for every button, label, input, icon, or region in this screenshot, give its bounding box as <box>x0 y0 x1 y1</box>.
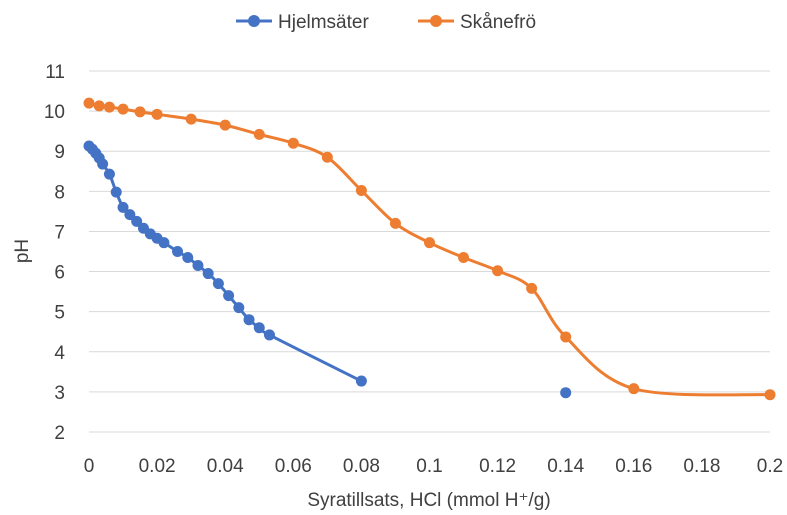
y-tick-label: 7 <box>54 222 65 243</box>
data-point-skanefro <box>185 113 197 125</box>
x-tick-label: 0.02 <box>139 456 176 477</box>
data-point-hjelmsater <box>202 268 214 280</box>
data-point-skanefro <box>492 265 504 277</box>
y-tick-label: 10 <box>44 102 65 123</box>
legend-item-skanefro: Skånefrö <box>418 12 536 33</box>
data-point-skanefro <box>321 151 333 163</box>
data-point-skanefro <box>93 100 105 112</box>
data-point-skanefro <box>526 282 538 294</box>
legend-label-hjelmsater: Hjelmsäter <box>278 12 369 33</box>
data-point-skanefro <box>287 137 299 149</box>
data-point-hjelmsater <box>103 168 115 180</box>
y-axis-title: pH <box>12 239 33 263</box>
y-tick-label: 8 <box>54 182 65 203</box>
data-point-skanefro <box>355 185 367 197</box>
data-point-skanefro <box>103 101 115 113</box>
x-tick-label: 0.18 <box>683 456 720 477</box>
data-point-hjelmsater <box>355 375 367 387</box>
data-point-hjelmsater <box>131 215 143 227</box>
data-point-skanefro <box>424 237 435 249</box>
data-point-skanefro <box>219 119 231 131</box>
data-point-skanefro <box>764 389 776 401</box>
data-point-hjelmsater <box>158 237 170 249</box>
x-tick-label: 0.08 <box>343 456 380 477</box>
x-tick-label: 0.2 <box>757 456 783 477</box>
data-point-skanefro <box>628 383 640 395</box>
legend-label-skanefro: Skånefrö <box>460 12 536 33</box>
data-point-skanefro <box>151 108 163 120</box>
data-point-skanefro <box>560 331 572 343</box>
data-point-hjelmsater <box>560 387 572 399</box>
data-point-skanefro <box>253 128 265 140</box>
y-tick-label: 11 <box>45 62 65 83</box>
data-point-skanefro <box>117 103 129 115</box>
data-point-skanefro <box>458 252 470 264</box>
x-tick-label: 0 <box>84 456 95 477</box>
y-tick-label: 2 <box>54 423 65 444</box>
y-tick-label: 5 <box>54 303 65 324</box>
y-tick-label: 6 <box>54 263 65 284</box>
series-line-skanefro <box>87 101 772 397</box>
data-point-hjelmsater <box>253 322 265 334</box>
data-point-hjelmsater <box>192 260 204 272</box>
data-point-hjelmsater <box>233 302 245 314</box>
data-point-hjelmsater <box>223 290 235 302</box>
data-point-hjelmsater <box>182 252 194 264</box>
data-point-hjelmsater <box>110 186 122 198</box>
y-tick-label: 9 <box>54 142 65 163</box>
x-tick-label: 0.12 <box>479 456 516 477</box>
data-point-hjelmsater <box>97 158 109 170</box>
x-tick-label: 0.1 <box>416 456 442 477</box>
legend: Hjelmsäter Skånefrö <box>236 12 536 33</box>
x-axis-title: Syratillsats, HCl (mmol H⁺/g) <box>307 490 550 511</box>
series-layer <box>83 97 776 401</box>
data-point-hjelmsater <box>172 246 184 257</box>
x-tick-label: 0.06 <box>275 456 312 477</box>
gridlines <box>89 70 770 433</box>
data-point-hjelmsater <box>117 201 129 213</box>
data-point-skanefro <box>389 217 401 229</box>
y-tick-label: 4 <box>54 343 65 364</box>
y-axis-ticks: 2 3 4 5 6 7 8 9 10 11 <box>44 62 66 444</box>
legend-item-hjelmsater: Hjelmsäter <box>236 12 369 33</box>
series-line-hjelmsater <box>87 144 363 383</box>
y-tick-label: 3 <box>54 383 65 404</box>
x-axis-ticks: 0 0.02 0.04 0.06 0.08 0.1 0.12 0.14 0.16 0.18 0.2 <box>84 456 784 477</box>
x-tick-label: 0.16 <box>615 456 652 477</box>
data-point-hjelmsater <box>243 314 255 326</box>
data-point-hjelmsater <box>124 209 136 221</box>
data-point-skanefro <box>83 97 95 109</box>
data-point-hjelmsater <box>212 278 224 290</box>
data-point-skanefro <box>134 106 146 118</box>
x-tick-label: 0.04 <box>207 456 244 477</box>
x-tick-label: 0.14 <box>547 456 584 477</box>
data-point-hjelmsater <box>263 329 275 341</box>
